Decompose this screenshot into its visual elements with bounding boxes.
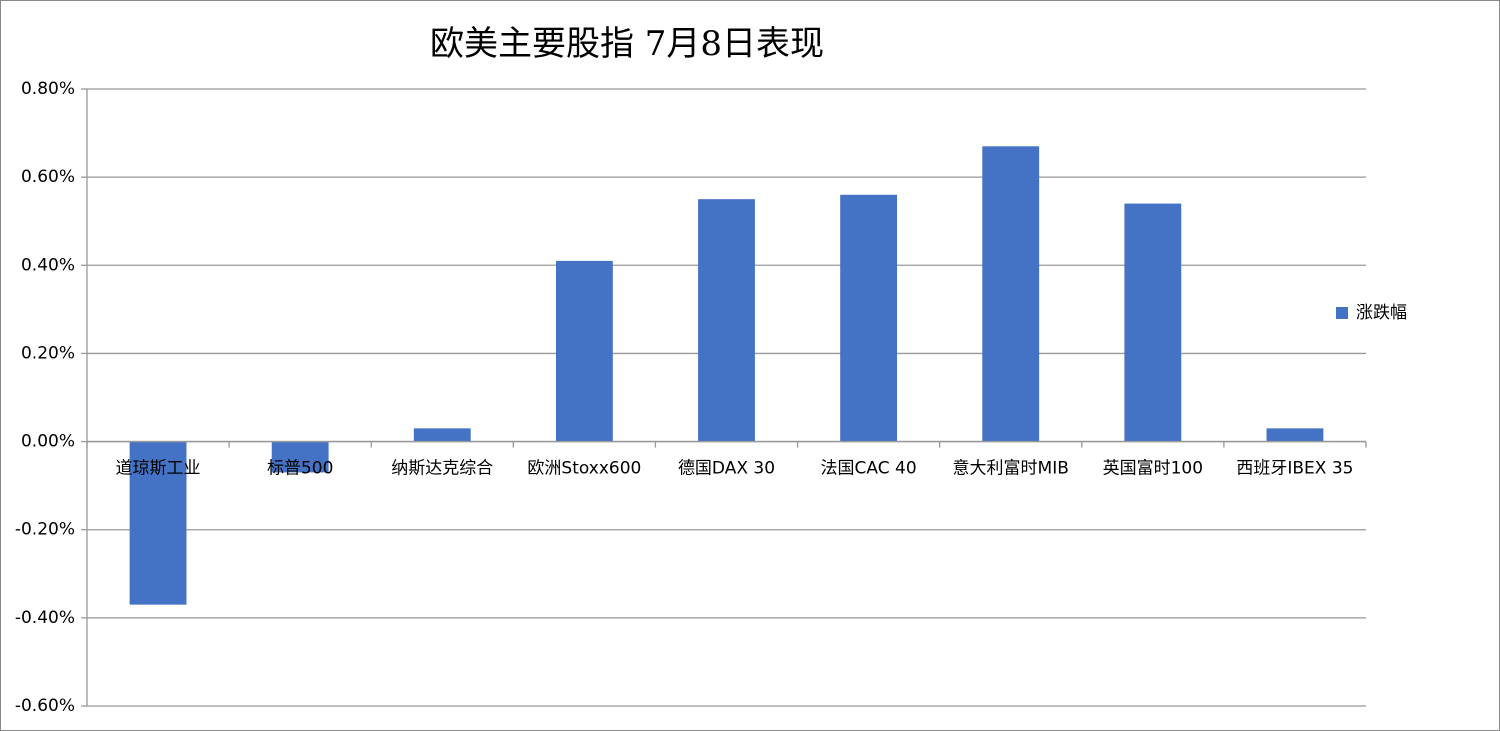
y-tick-label: 0.20% bbox=[21, 343, 75, 363]
chart-title: 欧美主要股指 7月8日表现 bbox=[430, 24, 824, 64]
y-tick-label: -0.40% bbox=[15, 608, 75, 628]
bar bbox=[698, 199, 755, 442]
bar bbox=[129, 441, 187, 605]
bar bbox=[413, 428, 471, 442]
y-tick-label: 0.00% bbox=[21, 432, 75, 452]
x-tick-label: 意大利富时MIB bbox=[953, 459, 1069, 479]
x-tick-label: 德国DAX 30 bbox=[678, 459, 775, 479]
x-tick-label: 欧洲Stoxx600 bbox=[527, 459, 641, 479]
x-tick-label: 西班牙IBEX 35 bbox=[1236, 459, 1353, 479]
y-tick-label: -0.20% bbox=[15, 520, 75, 540]
bar bbox=[1266, 428, 1324, 442]
x-tick-label: 法国CAC 40 bbox=[821, 459, 917, 479]
x-tick-label: 纳斯达克综合 bbox=[391, 459, 493, 479]
legend-swatch bbox=[1336, 307, 1348, 319]
y-tick-label: 0.60% bbox=[21, 167, 75, 187]
bar bbox=[840, 194, 898, 442]
y-tick-label: 0.40% bbox=[21, 255, 75, 275]
bar bbox=[982, 146, 1040, 442]
bar bbox=[555, 260, 613, 442]
bar bbox=[1124, 203, 1182, 442]
legend-label: 涨跌幅 bbox=[1356, 303, 1407, 323]
y-tick-label: 0.80% bbox=[21, 79, 75, 99]
x-tick-label: 标普500 bbox=[267, 459, 333, 479]
x-tick-label: 英国富时100 bbox=[1103, 459, 1203, 479]
x-tick-label: 道琼斯工业 bbox=[116, 459, 201, 479]
bar bbox=[271, 441, 329, 473]
y-tick-label: -0.60% bbox=[15, 696, 75, 716]
